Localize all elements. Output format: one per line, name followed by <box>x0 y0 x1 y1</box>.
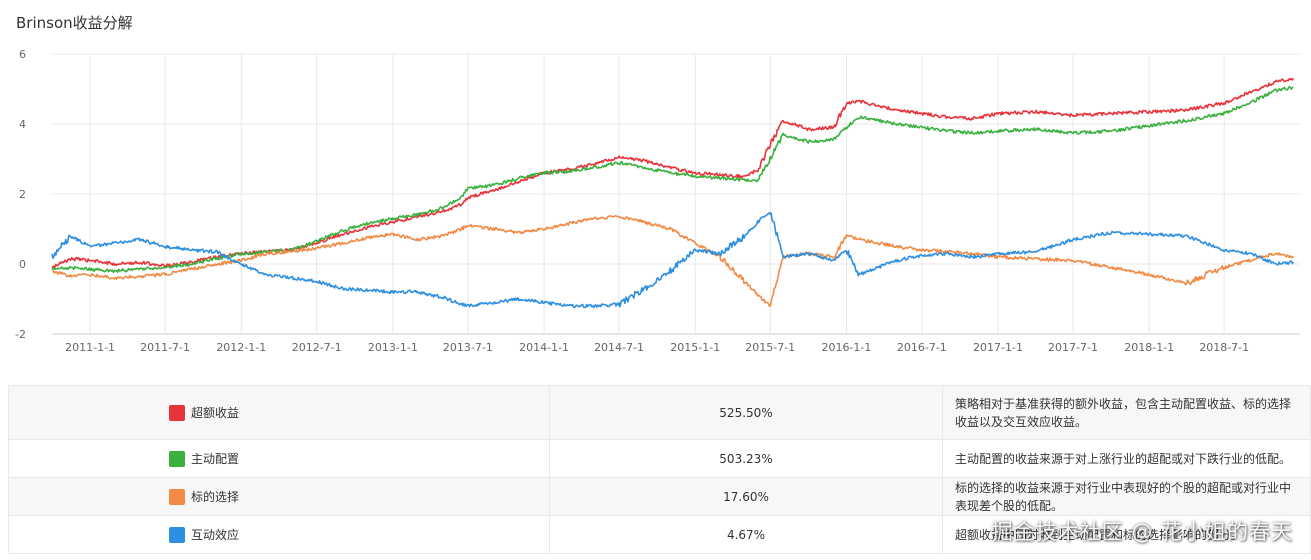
series-line-3 <box>51 212 1295 309</box>
legend-description: 主动配置的收益来源于对上涨行业的超配或对下跌行业的低配。 <box>942 439 1311 478</box>
x-tick-label: 2015-7-1 <box>745 341 795 354</box>
legend-description: 超额收益中同时收到主动配置和标的选择影响的部分。 <box>942 515 1311 554</box>
series-line-1 <box>51 85 1294 274</box>
legend-name-cell: 标的选择 <box>8 477 550 516</box>
legend-swatch <box>169 488 185 505</box>
y-axis: -2 0 2 4 6 <box>15 48 26 341</box>
y-tick-label: 2 <box>19 188 26 201</box>
x-axis: 2011-1-1 2011-7-1 2012-1-1 2012-7-1 2013-1-1… <box>65 341 1249 354</box>
legend-row: 标的选择 17.60% 标的选择的收益来源于对行业中表现好的个股的超配或对行业中表现… <box>8 477 1311 516</box>
legend-row: 超额收益 525.50% 策略相对于基准获得的额外收益，包含主动配置收益、标的选择收… <box>8 385 1311 440</box>
legend-name: 超额收益 <box>191 406 240 420</box>
legend-row: 互动效应 4.67% 超额收益中同时收到主动配置和标的选择影响的部分。 <box>8 515 1311 554</box>
y-tick-label: 0 <box>19 258 26 271</box>
legend-value: 525.50% <box>549 385 943 440</box>
x-tick-label: 2018-7-1 <box>1199 341 1249 354</box>
x-tick-label: 2012-7-1 <box>292 341 342 354</box>
y-tick-label: 4 <box>19 118 26 131</box>
legend-swatch <box>169 404 185 421</box>
legend-name-cell: 主动配置 <box>8 439 550 478</box>
y-tick-label: -2 <box>15 328 26 341</box>
series-lines <box>51 77 1295 309</box>
legend-swatch <box>169 526 185 543</box>
legend-value: 17.60% <box>549 477 943 516</box>
grid <box>52 53 1300 335</box>
x-tick-label: 2013-7-1 <box>443 341 493 354</box>
legend-name: 主动配置 <box>191 452 240 466</box>
series-line-2 <box>51 215 1295 308</box>
x-tick-label: 2015-1-1 <box>670 341 720 354</box>
x-tick-label: 2016-7-1 <box>897 341 947 354</box>
legend-row: 主动配置 503.23% 主动配置的收益来源于对上涨行业的超配或对下跌行业的低配。 <box>8 439 1311 478</box>
x-tick-label: 2011-7-1 <box>140 341 190 354</box>
x-tick-label: 2012-1-1 <box>216 341 266 354</box>
legend-swatch <box>169 450 185 467</box>
legend-name: 标的选择 <box>191 490 240 504</box>
x-tick-label: 2016-1-1 <box>821 341 871 354</box>
x-tick-label: 2018-1-1 <box>1124 341 1174 354</box>
legend-value: 503.23% <box>549 439 943 478</box>
watermark: 掘金技术社区 @ 花小姐的春天 <box>991 520 1293 544</box>
y-tick-label: 6 <box>19 48 26 61</box>
legend-name-cell: 超额收益 <box>8 385 550 440</box>
legend-name-cell: 互动效应 <box>8 515 550 554</box>
legend-name: 互动效应 <box>191 528 240 542</box>
legend-value: 4.67% <box>549 515 943 554</box>
legend-description: 策略相对于基准获得的额外收益，包含主动配置收益、标的选择收益以及交互效应收益。 <box>942 385 1311 440</box>
x-tick-label: 2014-1-1 <box>519 341 569 354</box>
x-tick-label: 2013-1-1 <box>368 341 418 354</box>
x-tick-label: 2017-1-1 <box>973 341 1023 354</box>
x-tick-label: 2011-1-1 <box>65 341 115 354</box>
x-tick-label: 2014-7-1 <box>594 341 644 354</box>
legend-table: 超额收益 525.50% 策略相对于基准获得的额外收益，包含主动配置收益、标的选择收… <box>8 385 1311 554</box>
x-tick-label: 2017-7-1 <box>1048 341 1098 354</box>
chart-title: Brinson收益分解 <box>16 14 133 32</box>
legend-description: 标的选择的收益来源于对行业中表现好的个股的超配或对行业中表现差个股的低配。 <box>942 477 1311 516</box>
